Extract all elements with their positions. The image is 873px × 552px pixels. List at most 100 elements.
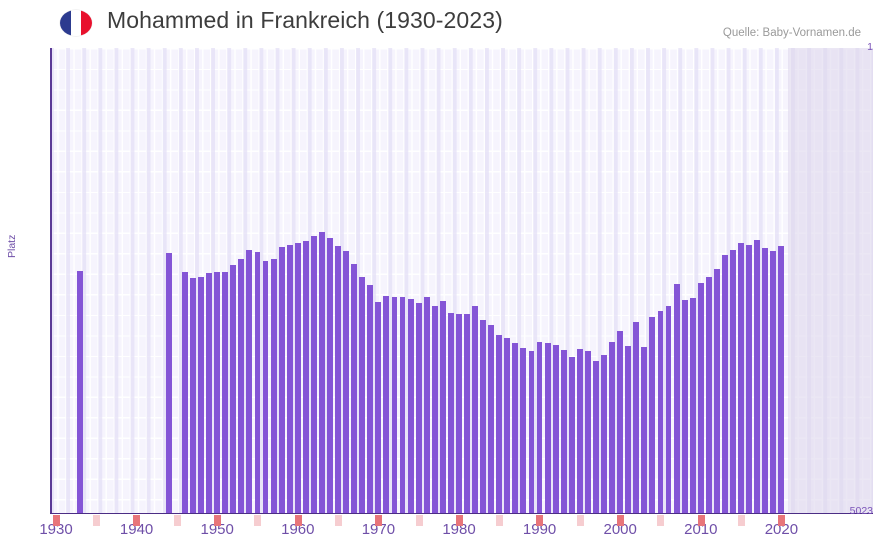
bar-1987 <box>512 343 519 513</box>
bar-2006 <box>665 305 672 513</box>
bar-1933 <box>77 271 84 513</box>
y-axis-tick-bottom: 5023 <box>849 505 873 517</box>
x-tickmark-minor-1975 <box>415 514 423 526</box>
x-axis-tick-1940: 1940 <box>119 521 154 538</box>
bar-1944 <box>165 253 172 513</box>
bar-1989 <box>528 350 535 513</box>
x-tickmark-1960 <box>294 514 302 526</box>
bar-2004 <box>649 317 656 513</box>
page-title: Mohammed in Frankreich (1930-2023) <box>107 7 503 33</box>
y-axis-tick-top: 1 <box>867 41 873 53</box>
bar-1967 <box>351 264 358 513</box>
x-axis-line <box>50 512 873 515</box>
bar-1978 <box>439 300 446 513</box>
x-tickmark-2010 <box>697 514 705 526</box>
bar-1955 <box>254 252 261 513</box>
bar-2018 <box>762 248 769 513</box>
bar-1980 <box>456 313 462 513</box>
bar-2001 <box>625 345 632 513</box>
bar-1975 <box>415 303 422 513</box>
x-axis-tick-2010: 2010 <box>684 521 718 538</box>
x-tickmark-1980 <box>455 514 463 526</box>
x-axis-tick-2020: 2020 <box>764 521 799 538</box>
x-tickmark-1990 <box>536 514 544 526</box>
bar-1999 <box>609 342 616 513</box>
bar-1990 <box>536 342 543 513</box>
no-data-region <box>787 48 873 513</box>
bar-1962 <box>310 236 317 513</box>
bar-2014 <box>730 249 736 513</box>
bar-2012 <box>713 269 720 513</box>
france-flag-icon <box>60 10 92 36</box>
x-tickmark-minor-1955 <box>254 514 262 526</box>
x-axis-tick-1960: 1960 <box>281 521 315 538</box>
bar-1974 <box>407 298 414 513</box>
bar-2008 <box>681 299 688 513</box>
bar-1983 <box>480 319 487 513</box>
bar-2007 <box>673 284 680 513</box>
chart-header: Mohammed in Frankreich (1930-2023) Quell… <box>0 0 873 44</box>
bar-1986 <box>504 338 511 513</box>
y-axis-title: Platz <box>6 234 18 258</box>
bar-1950 <box>214 272 221 513</box>
x-tickmark-minor-1935 <box>93 514 101 526</box>
bar-1985 <box>496 334 503 513</box>
bar-1968 <box>359 277 366 513</box>
bar-2009 <box>689 297 696 513</box>
x-tickmark-minor-1985 <box>496 514 504 526</box>
x-tickmark-minor-1995 <box>576 514 584 526</box>
bar-2016 <box>746 245 753 513</box>
bar-1959 <box>286 244 293 513</box>
bar-1969 <box>367 285 374 513</box>
bar-1952 <box>230 265 237 513</box>
bar-1961 <box>302 240 309 513</box>
x-tickmark-2020 <box>778 514 786 526</box>
bar-1991 <box>544 343 551 513</box>
x-axis-tick-1970: 1970 <box>361 521 396 538</box>
bar-1988 <box>520 348 527 513</box>
bar-1951 <box>222 271 229 513</box>
bar-1997 <box>593 361 599 513</box>
bar-1977 <box>431 306 438 513</box>
bar-1948 <box>198 276 204 513</box>
bar-1981 <box>464 314 470 513</box>
bar-1966 <box>343 251 350 513</box>
bar-1994 <box>568 357 575 513</box>
bar-1964 <box>327 238 333 513</box>
bar-1971 <box>383 295 390 513</box>
bar-2020 <box>778 246 785 513</box>
bar-2010 <box>697 283 704 513</box>
bar-1954 <box>246 249 253 513</box>
bar-1972 <box>391 296 398 513</box>
bar-1963 <box>318 231 325 513</box>
x-tickmark-1930 <box>52 514 60 526</box>
bar-2017 <box>754 240 761 513</box>
x-tickmark-1940 <box>133 514 141 526</box>
bar-2000 <box>617 331 624 513</box>
bar-1953 <box>238 259 245 513</box>
x-axis-tick-1930: 1930 <box>39 521 73 538</box>
x-axis-tick-1990: 1990 <box>522 521 557 538</box>
bar-1979 <box>447 312 454 513</box>
source-label: Quelle: Baby-Vornamen.de <box>722 27 861 39</box>
bar-1957 <box>270 258 277 513</box>
bar-1984 <box>488 324 495 513</box>
bar-1949 <box>206 272 213 513</box>
x-tickmark-minor-1965 <box>334 514 342 526</box>
bar-1960 <box>294 242 301 513</box>
bar-1965 <box>335 245 341 513</box>
bar-1996 <box>584 351 591 513</box>
bar-2013 <box>721 255 728 513</box>
bar-1947 <box>190 277 196 513</box>
bar-1973 <box>399 296 406 513</box>
x-tickmark-1970 <box>375 514 383 526</box>
bar-2002 <box>633 322 640 513</box>
x-axis-tick-1980: 1980 <box>442 521 476 538</box>
x-tickmark-1950 <box>214 514 221 526</box>
bar-1970 <box>375 301 382 513</box>
x-tickmark-2000 <box>617 514 624 526</box>
bar-1982 <box>472 306 478 513</box>
x-tickmark-minor-1945 <box>173 514 181 526</box>
x-tickmark-minor-2005 <box>657 514 665 526</box>
